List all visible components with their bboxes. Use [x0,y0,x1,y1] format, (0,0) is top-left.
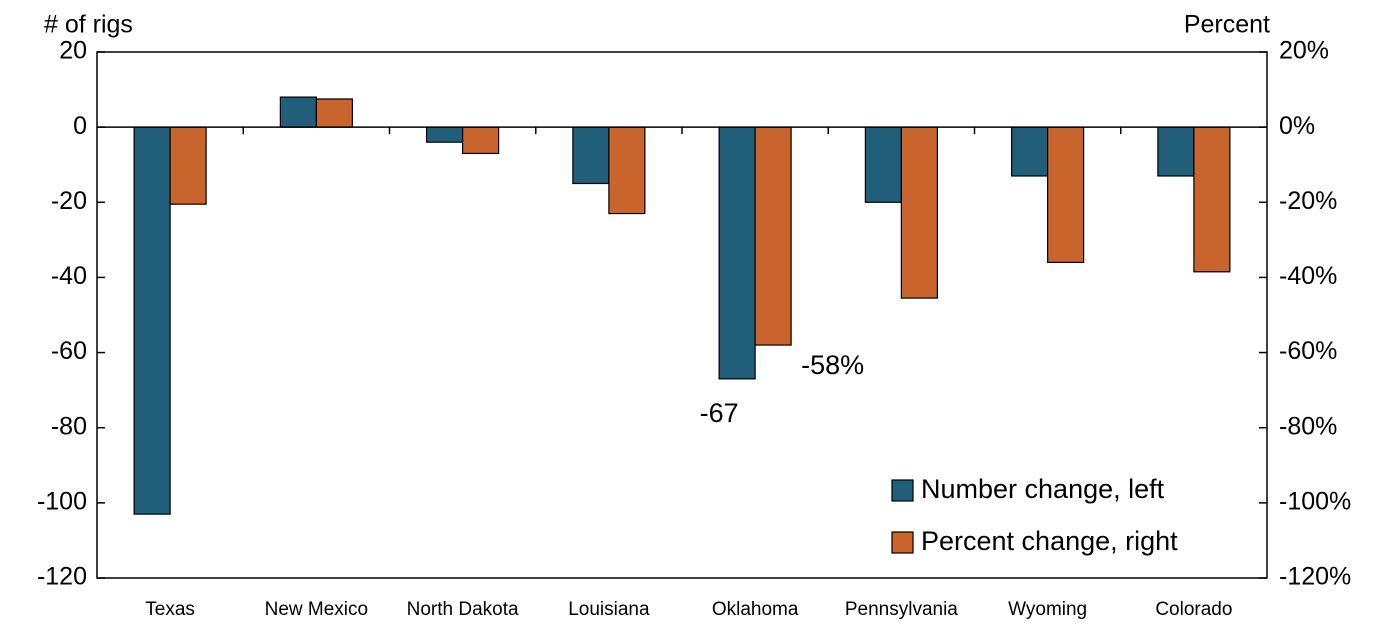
legend-swatch [891,531,914,554]
data-label: -58% [801,350,864,380]
x-tick-label: Oklahoma [712,599,799,620]
y-tick-label: -120 [37,563,87,591]
x-tick-label: Pennsylvania [845,599,958,620]
bar [900,126,938,299]
x-tick-label: New Mexico [265,599,368,620]
bar [169,126,207,205]
bar [754,126,792,346]
y2-tick-label: -80% [1279,412,1337,440]
legend-label: Percent change, right [921,526,1178,556]
y2-tick-label: 0% [1279,112,1315,140]
y-tick-label: -100 [37,487,87,515]
bar [1011,126,1049,177]
y-tick-label: -80 [51,412,87,440]
x-tick-label: Louisiana [568,599,650,620]
legend-label: Number change, left [921,474,1165,504]
bar [1193,126,1231,273]
legend-swatch [891,479,914,502]
y2-tick-label: -120% [1279,563,1351,591]
y-tick-label: -60 [51,337,87,365]
y-axis-label: # of rigs [44,11,133,39]
y2-tick-label: -20% [1279,187,1337,215]
x-tick-label: North Dakota [407,599,519,620]
bar [864,126,902,203]
bar [608,126,646,215]
y2-tick-label: -40% [1279,262,1337,290]
bar [1047,126,1085,264]
y2-tick-label: 20% [1279,37,1329,65]
bar [1157,126,1195,177]
bar [426,126,464,143]
bar [133,126,171,515]
plot-frame [96,51,1268,579]
x-tick-label: Colorado [1155,599,1232,620]
bar [462,126,500,155]
x-tick-label: Texas [145,599,195,620]
y2-axis-label: Percent [1184,11,1270,39]
y-tick-label: -40 [51,262,87,290]
y-tick-label: 20 [59,37,87,65]
bar [572,126,610,185]
y-tick-label: 0 [73,112,87,140]
x-tick-label: Wyoming [1008,599,1087,620]
bar [718,126,756,380]
y-tick-label: -20 [51,187,87,215]
data-label: -67 [700,398,739,428]
bar [279,96,317,128]
bar [315,98,353,128]
y2-tick-label: -60% [1279,337,1337,365]
y2-tick-label: -100% [1279,487,1351,515]
